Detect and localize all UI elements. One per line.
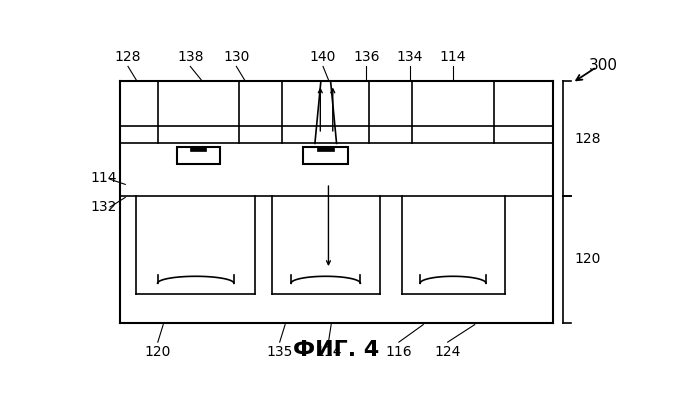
Bar [120,81,554,126]
Bar [303,147,348,164]
Bar [271,196,380,294]
Text: ФИГ. 4: ФИГ. 4 [294,339,380,360]
Bar [158,81,239,126]
Bar [282,126,369,143]
Bar [401,196,505,294]
Bar [178,147,219,164]
Text: 120: 120 [145,345,171,359]
Bar [120,196,554,323]
Text: 130: 130 [223,50,250,64]
Bar [136,196,255,294]
Text: 116: 116 [386,345,412,359]
Bar [317,147,334,151]
Bar [190,147,206,151]
Text: 132: 132 [90,200,117,214]
Bar [401,196,505,294]
Bar [271,196,380,294]
Text: 114: 114 [440,50,466,64]
Text: 124: 124 [435,345,461,359]
Text: 120: 120 [575,252,601,266]
Bar [158,126,239,143]
Bar [412,81,493,126]
Text: 114: 114 [315,345,342,359]
Text: 300: 300 [589,57,617,73]
Bar [282,81,369,126]
Text: 135: 135 [266,345,293,359]
Bar [412,126,493,143]
Text: 138: 138 [177,50,203,64]
Bar [120,143,554,196]
Text: 114: 114 [90,171,117,185]
Text: 136: 136 [353,50,380,64]
Text: 134: 134 [396,50,423,64]
Text: 128: 128 [115,50,141,64]
Bar [120,126,554,143]
Text: 140: 140 [310,50,336,64]
Bar [136,196,255,294]
Text: 128: 128 [575,132,601,146]
